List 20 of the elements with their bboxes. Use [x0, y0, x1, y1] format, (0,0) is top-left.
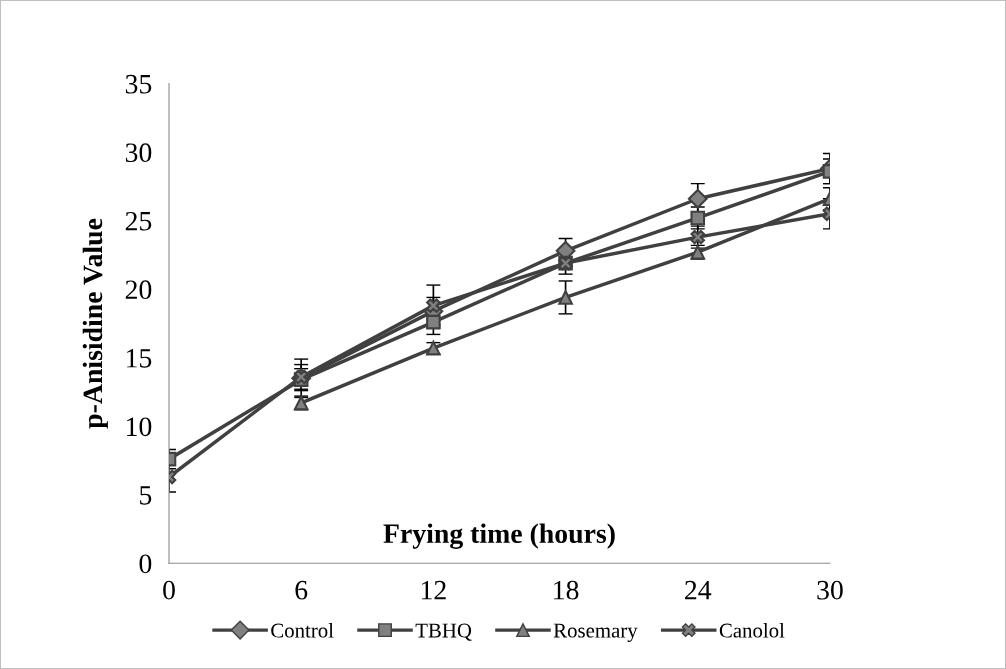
x-tick-label: 6: [295, 580, 308, 600]
y-axis-title: p-Anisidine Value: [82, 218, 108, 429]
y-tick-label: 15: [127, 349, 152, 368]
y-tick-label: 10: [127, 417, 152, 437]
legend-label: Rosemary: [553, 623, 638, 642]
y-tick-label: 35: [125, 74, 152, 94]
x-tick-label: 0: [163, 580, 175, 600]
x-tick-label: 24: [685, 580, 712, 600]
x-axis-title: Frying time (hours): [383, 523, 615, 549]
x-tick-label: 18: [554, 580, 579, 600]
y-tick-label: 5: [140, 486, 152, 505]
legend-label: Control: [271, 622, 334, 638]
y-tick-label: 30: [125, 143, 152, 163]
legend-label: Canolol: [719, 622, 785, 638]
y-tick-label: 25: [125, 211, 152, 231]
y-tick-label: 0: [139, 554, 152, 574]
x-tick-label: 30: [817, 580, 843, 600]
y-tick-label: 20: [125, 280, 152, 300]
legend-label: TBHQ: [415, 623, 472, 641]
x-tick-label: 12: [421, 580, 446, 600]
